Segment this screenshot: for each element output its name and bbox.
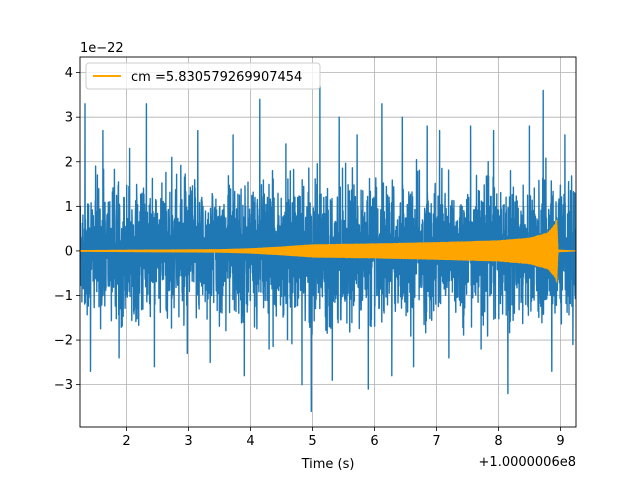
x-tick-label: 7 <box>432 434 440 449</box>
x-axis-label: Time (s) <box>301 457 355 472</box>
axis-ticks: 2 3 4 5 6 7 8 9 −3 −2 −1 0 1 2 3 4 <box>54 66 565 449</box>
y-tick-label: 3 <box>65 111 73 126</box>
y-scale-label: 1e−22 <box>80 41 124 56</box>
x-tick-label: 6 <box>370 434 378 449</box>
x-offset-label: +1.0000006e8 <box>479 455 576 470</box>
y-tick-label: 2 <box>65 155 73 170</box>
legend: cm =5.830579269907454 <box>85 62 321 90</box>
y-tick-label: −1 <box>54 289 73 304</box>
plot-area <box>80 85 576 413</box>
series-chirp-line <box>80 219 576 283</box>
y-tick-label: −3 <box>54 378 73 393</box>
legend-box <box>85 62 321 90</box>
x-tick-label: 2 <box>122 434 130 449</box>
x-tick-label: 9 <box>556 434 564 449</box>
x-tick-label: 5 <box>308 434 316 449</box>
axes-frame <box>79 56 577 428</box>
y-tick-label: −2 <box>54 334 73 349</box>
legend-label: cm =5.830579269907454 <box>131 70 302 85</box>
x-tick-label: 8 <box>494 434 502 449</box>
y-tick-label: 4 <box>65 66 73 81</box>
x-tick-label: 4 <box>246 434 254 449</box>
y-tick-label: 0 <box>65 244 73 259</box>
y-tick-label: 1 <box>65 200 73 215</box>
x-tick-label: 3 <box>184 434 192 449</box>
